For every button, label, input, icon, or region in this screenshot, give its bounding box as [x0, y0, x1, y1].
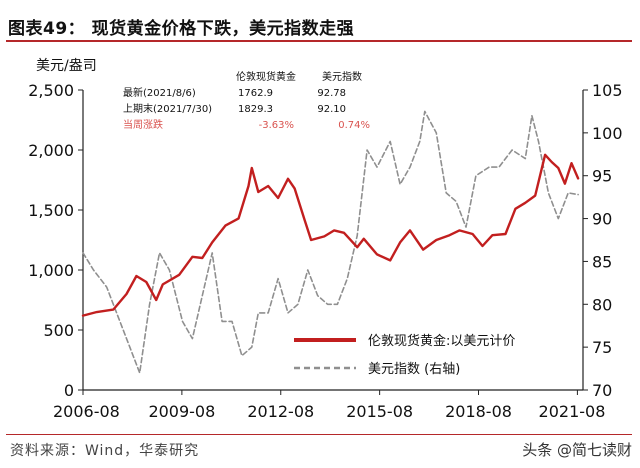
info-row-gold-value: 1829.3	[238, 104, 273, 115]
title-divider	[6, 40, 632, 42]
y-left-tick-label: 2,500	[28, 81, 74, 100]
info-row-label: 上期末(2021/7/30)	[123, 102, 212, 115]
y-right-tick-label: 100	[592, 124, 623, 143]
chart-title: 图表49： 现货黄金价格下跌，美元指数走强	[8, 19, 355, 39]
x-ticks: 2006-08 2009-08 2012-08 2015-08 2018-08 2021-…	[53, 390, 605, 421]
legend-label-gold: 伦敦现货黄金:以美元计价	[368, 333, 515, 349]
y-right-ticks: 70 75 80 85 90 95 100 105	[583, 81, 623, 400]
info-row-label: 最新(2021/8/6)	[123, 86, 196, 99]
watermark: 头条 @简七读财	[522, 441, 632, 459]
series-layer	[81, 110, 580, 374]
x-tick-label: 2021-08	[539, 402, 606, 421]
source-note: 资料来源：Wind，华泰研究	[10, 443, 200, 459]
y-right-tick-label: 90	[592, 210, 612, 229]
info-row-dxy-change: 0.74%	[338, 120, 370, 131]
x-tick-label: 2018-08	[445, 402, 512, 421]
legend-label-dxy: 美元指数 (右轴)	[368, 362, 460, 377]
y-left-tick-label: 500	[43, 321, 74, 340]
y-right-tick-label: 70	[592, 381, 612, 400]
y-left-tick-label: 1,500	[28, 201, 74, 220]
info-row-dxy-value: 92.78	[317, 88, 346, 99]
y-left-unit-label: 美元/盎司	[36, 58, 97, 74]
info-row-dxy-value: 92.10	[317, 104, 346, 115]
info-row-label-change: 当周涨跌	[123, 118, 163, 131]
y-left-tick-label: 2,000	[28, 141, 74, 160]
source-divider	[6, 434, 632, 435]
x-tick-label: 2012-08	[247, 402, 314, 421]
y-left-tick-label: 1,000	[28, 261, 74, 280]
y-right-tick-label: 80	[592, 295, 612, 314]
info-header-gold: 伦敦现货黄金	[236, 70, 296, 83]
gold-dxy-chart: 美元/盎司 0 500 1,000 1,500 2,000 2,500 70 75 80 85 9…	[28, 58, 623, 421]
info-table: 伦敦现货黄金 美元指数 最新(2021/8/6) 1762.9 92.78 上期…	[123, 70, 370, 131]
info-row-gold-change: -3.63%	[259, 120, 294, 131]
series-line-gold	[81, 153, 580, 317]
x-tick-label: 2006-08	[53, 402, 120, 421]
y-right-tick-label: 105	[592, 81, 623, 100]
y-left-ticks: 0 500 1,000 1,500 2,000 2,500	[28, 81, 83, 400]
x-tick-label: 2009-08	[148, 402, 215, 421]
info-header-dxy: 美元指数	[322, 70, 362, 83]
info-row-gold-value: 1762.9	[238, 88, 273, 99]
x-tick-label: 2015-08	[346, 402, 413, 421]
title-bar: 图表49： 现货黄金价格下跌，美元指数走强	[0, 0, 640, 44]
y-right-tick-label: 85	[592, 252, 612, 271]
y-right-tick-label: 95	[592, 167, 612, 186]
y-right-tick-label: 75	[592, 338, 612, 357]
y-left-tick-label: 0	[64, 381, 74, 400]
legend: 伦敦现货黄金:以美元计价 美元指数 (右轴)	[294, 333, 515, 377]
